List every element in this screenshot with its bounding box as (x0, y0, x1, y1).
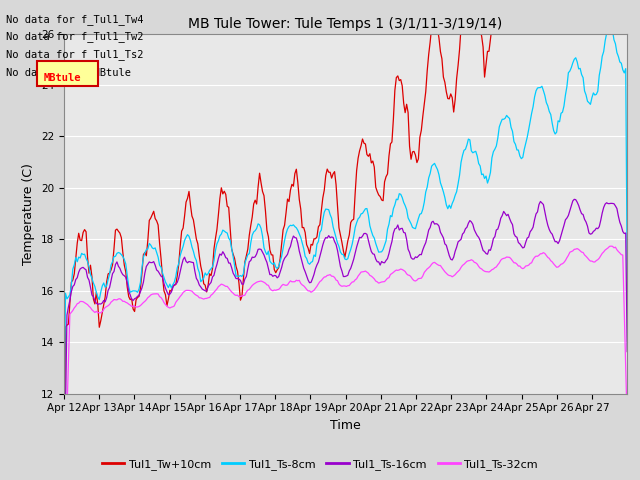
Tul1_Ts-16cm (620, 230, 628, 236)
Tul1_Ts-8cm (545, 108, 553, 114)
Tul1_Ts-16cm (623, 348, 631, 354)
Tul1_Ts-32cm (79, 299, 87, 305)
Tul1_Ts-16cm (570, 196, 578, 202)
Line: Tul1_Tw+10cm: Tul1_Tw+10cm (64, 0, 627, 480)
Tul1_Ts-8cm (461, 146, 469, 152)
Tul1_Ts-8cm (623, 275, 631, 280)
Text: No data for f_Tul1_Ts2: No data for f_Tul1_Ts2 (6, 49, 144, 60)
Tul1_Ts-32cm (545, 255, 553, 261)
Tul1_Ts-8cm (350, 234, 358, 240)
Text: No data for f_Tul1_Tw2: No data for f_Tul1_Tw2 (6, 31, 144, 42)
Title: MB Tule Tower: Tule Temps 1 (3/1/11-3/19/14): MB Tule Tower: Tule Temps 1 (3/1/11-3/19… (188, 17, 503, 31)
Tul1_Ts-32cm (461, 260, 469, 266)
Line: Tul1_Ts-8cm: Tul1_Ts-8cm (64, 26, 627, 431)
Tul1_Ts-32cm (350, 279, 358, 285)
Tul1_Ts-32cm (97, 310, 104, 315)
Legend: Tul1_Tw+10cm, Tul1_Ts-8cm, Tul1_Ts-16cm, Tul1_Ts-32cm: Tul1_Tw+10cm, Tul1_Ts-8cm, Tul1_Ts-16cm,… (97, 455, 543, 474)
Tul1_Ts-32cm (623, 422, 631, 428)
Tul1_Tw+10cm (97, 318, 104, 324)
Tul1_Ts-16cm (79, 264, 87, 270)
Line: Tul1_Ts-32cm: Tul1_Ts-32cm (64, 246, 627, 480)
Tul1_Ts-16cm (97, 301, 104, 307)
Text: No data for f_MBtule: No data for f_MBtule (6, 67, 131, 78)
Tul1_Ts-8cm (79, 252, 87, 257)
Tul1_Tw+10cm (79, 229, 87, 235)
Tul1_Tw+10cm (350, 216, 358, 222)
Tul1_Ts-16cm (545, 227, 553, 232)
X-axis label: Time: Time (330, 419, 361, 432)
Tul1_Ts-8cm (97, 289, 104, 295)
Tul1_Ts-32cm (620, 309, 628, 314)
Tul1_Ts-16cm (461, 226, 469, 232)
Text: MBtule: MBtule (44, 72, 81, 83)
Tul1_Ts-8cm (605, 23, 613, 29)
Y-axis label: Temperature (C): Temperature (C) (22, 163, 35, 264)
Tul1_Tw+10cm (461, 0, 469, 5)
Tul1_Ts-32cm (607, 243, 615, 249)
Line: Tul1_Ts-16cm: Tul1_Ts-16cm (64, 199, 627, 480)
Text: No data for f_Tul1_Tw4: No data for f_Tul1_Tw4 (6, 13, 144, 24)
Tul1_Ts-8cm (60, 428, 68, 434)
Tul1_Ts-8cm (620, 70, 628, 76)
Tul1_Ts-16cm (350, 256, 358, 262)
